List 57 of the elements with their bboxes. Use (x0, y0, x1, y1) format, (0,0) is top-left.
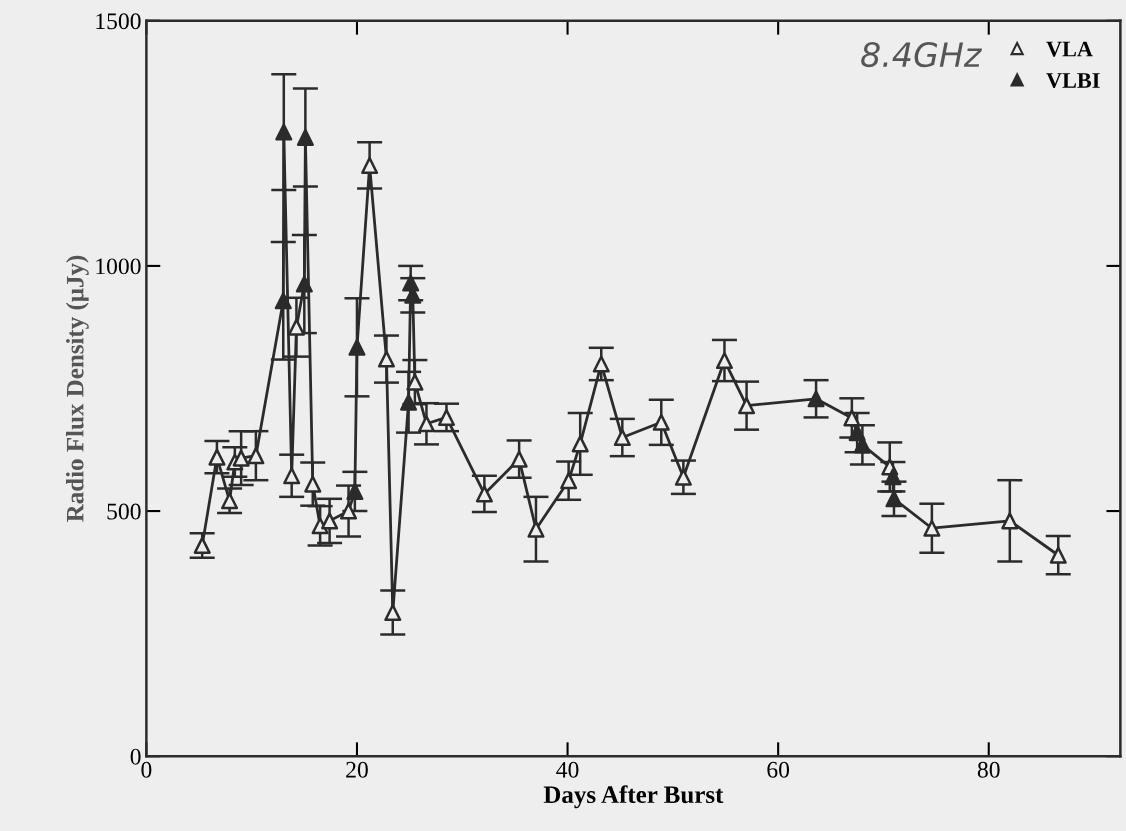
point (652, 413, 670, 431)
annotation: 8.4GHz (861, 42, 983, 68)
point (592, 355, 610, 373)
point (384, 604, 402, 622)
point (475, 485, 493, 503)
point (283, 467, 301, 485)
x-tick-label: 20 (346, 761, 368, 778)
y-tick-label: 0 (130, 748, 141, 765)
point (402, 274, 420, 292)
point (346, 482, 364, 500)
point (295, 275, 313, 293)
point (571, 435, 589, 453)
point (340, 502, 358, 520)
legend-label: VLBI (1046, 73, 1100, 89)
point (884, 468, 902, 486)
point (361, 156, 379, 174)
point (417, 415, 435, 433)
point (274, 292, 292, 310)
point (321, 512, 339, 530)
point (275, 123, 293, 141)
point (923, 519, 941, 537)
point (287, 318, 305, 336)
y-axis-title: Radio Flux Density (μJy) (66, 255, 89, 522)
point (406, 373, 424, 391)
point (674, 468, 692, 486)
y-tick-label: 1000 (96, 258, 141, 275)
y-tick-label: 1500 (96, 13, 141, 30)
point (208, 448, 226, 466)
point (560, 472, 578, 490)
x-tick-label: 40 (556, 761, 579, 778)
point (304, 475, 322, 493)
x-tick-label: 60 (767, 761, 790, 778)
point (247, 447, 265, 465)
x-tick-label: 80 (977, 761, 1000, 778)
x-axis-title: Days After Burst (543, 785, 724, 809)
point (193, 536, 211, 554)
point (400, 393, 418, 411)
point (807, 390, 825, 408)
point (613, 428, 631, 447)
x-tick-label: 0 (141, 761, 152, 778)
y-tick-label: 500 (107, 503, 141, 520)
point (738, 397, 756, 415)
point (527, 520, 545, 538)
point (1049, 546, 1067, 564)
point (377, 350, 395, 368)
legend-label: VLA (1046, 41, 1093, 57)
point (848, 424, 866, 442)
point (510, 450, 528, 468)
point (843, 409, 861, 427)
point (1001, 512, 1019, 530)
point (221, 492, 239, 510)
point (348, 338, 366, 356)
point (232, 449, 250, 467)
point (437, 408, 456, 426)
point (296, 128, 314, 146)
point (885, 490, 903, 508)
point (715, 352, 733, 370)
